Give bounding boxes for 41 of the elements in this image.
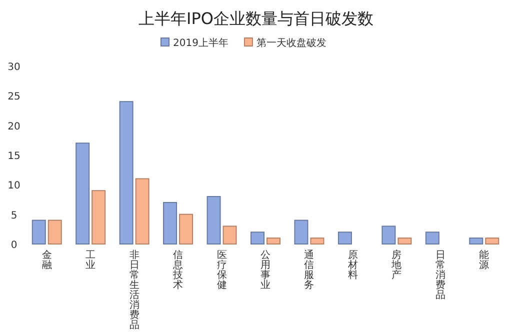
legend-label: 2019上半年 — [173, 37, 228, 49]
x-tick-label: 信息技术 — [172, 249, 184, 291]
x-tick-label: 非日常生活消费品 — [129, 249, 140, 331]
bar — [294, 220, 308, 244]
bar — [338, 232, 352, 244]
y-tick-label: 5 — [10, 210, 18, 222]
y-tick-label: 30 — [8, 62, 20, 73]
bar — [485, 238, 500, 244]
bar — [206, 196, 221, 244]
bar — [92, 190, 106, 244]
bar — [398, 238, 412, 244]
bar — [425, 232, 440, 244]
bar — [179, 214, 194, 244]
bar — [48, 220, 62, 244]
bar — [135, 178, 150, 244]
x-tick-label: 医疗保健 — [216, 250, 227, 291]
bar — [250, 232, 264, 244]
bar — [266, 238, 280, 244]
bar — [222, 226, 237, 244]
chart-title: 上半年IPO企业数量与首日破发数 — [138, 9, 374, 28]
y-tick-label: 15 — [8, 151, 20, 162]
x-tick-label: 能源 — [479, 249, 490, 271]
legend-label: 第一天收盘破发 — [256, 37, 326, 49]
x-tick-label: 工业 — [86, 250, 96, 271]
y-tick-label: 25 — [8, 92, 20, 103]
bar — [76, 142, 90, 244]
bar — [32, 220, 46, 244]
x-tick-label: 金融 — [42, 249, 52, 271]
bar — [310, 238, 324, 244]
x-tick-label: 通信服务 — [304, 249, 314, 291]
x-tick-label: 房地产 — [390, 249, 402, 281]
y-tick-label: 0 — [10, 240, 18, 251]
bar — [469, 238, 484, 244]
x-tick-label: 日常消费品 — [435, 250, 446, 301]
y-tick-label: 10 — [8, 180, 20, 192]
y-tick-label: 20 — [8, 121, 20, 132]
x-tick-label: 原材料 — [346, 250, 358, 281]
bar — [119, 101, 134, 244]
bar — [163, 202, 178, 244]
bar — [382, 226, 396, 244]
x-tick-label: 公用事业 — [260, 249, 270, 291]
